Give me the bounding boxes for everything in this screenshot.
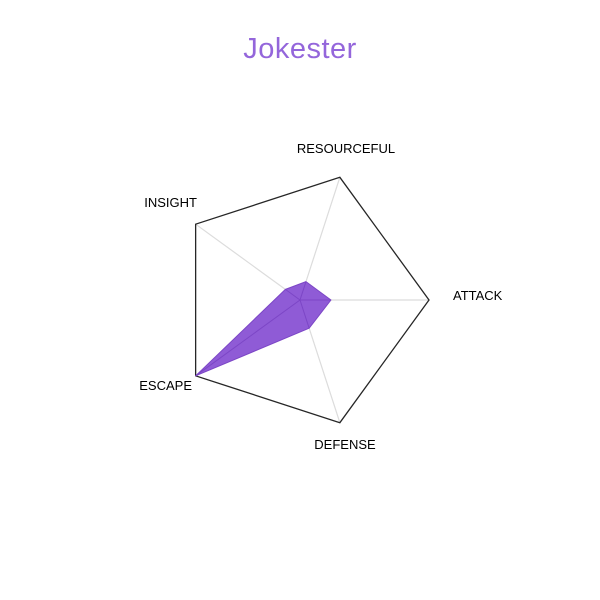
axis-label-defense: DEFENSE — [314, 437, 376, 452]
data-spoke-resourceful — [299, 281, 307, 301]
axis-line-resourceful — [299, 177, 341, 301]
axis-label-insight: INSIGHT — [144, 195, 197, 210]
data-spoke-insight — [285, 288, 301, 301]
axis-line-insight — [195, 223, 301, 301]
data-spoke-defense — [299, 299, 310, 329]
axis-label-attack: ATTACK — [453, 288, 503, 303]
data-polygon — [195, 281, 332, 377]
axis-label-resourceful: RESOURCEFUL — [297, 141, 395, 156]
axis-label-escape: ESCAPE — [139, 378, 192, 393]
chart-title: Jokester — [243, 33, 357, 65]
data-spoke-escape — [195, 299, 301, 377]
radar-outline — [194, 176, 430, 424]
